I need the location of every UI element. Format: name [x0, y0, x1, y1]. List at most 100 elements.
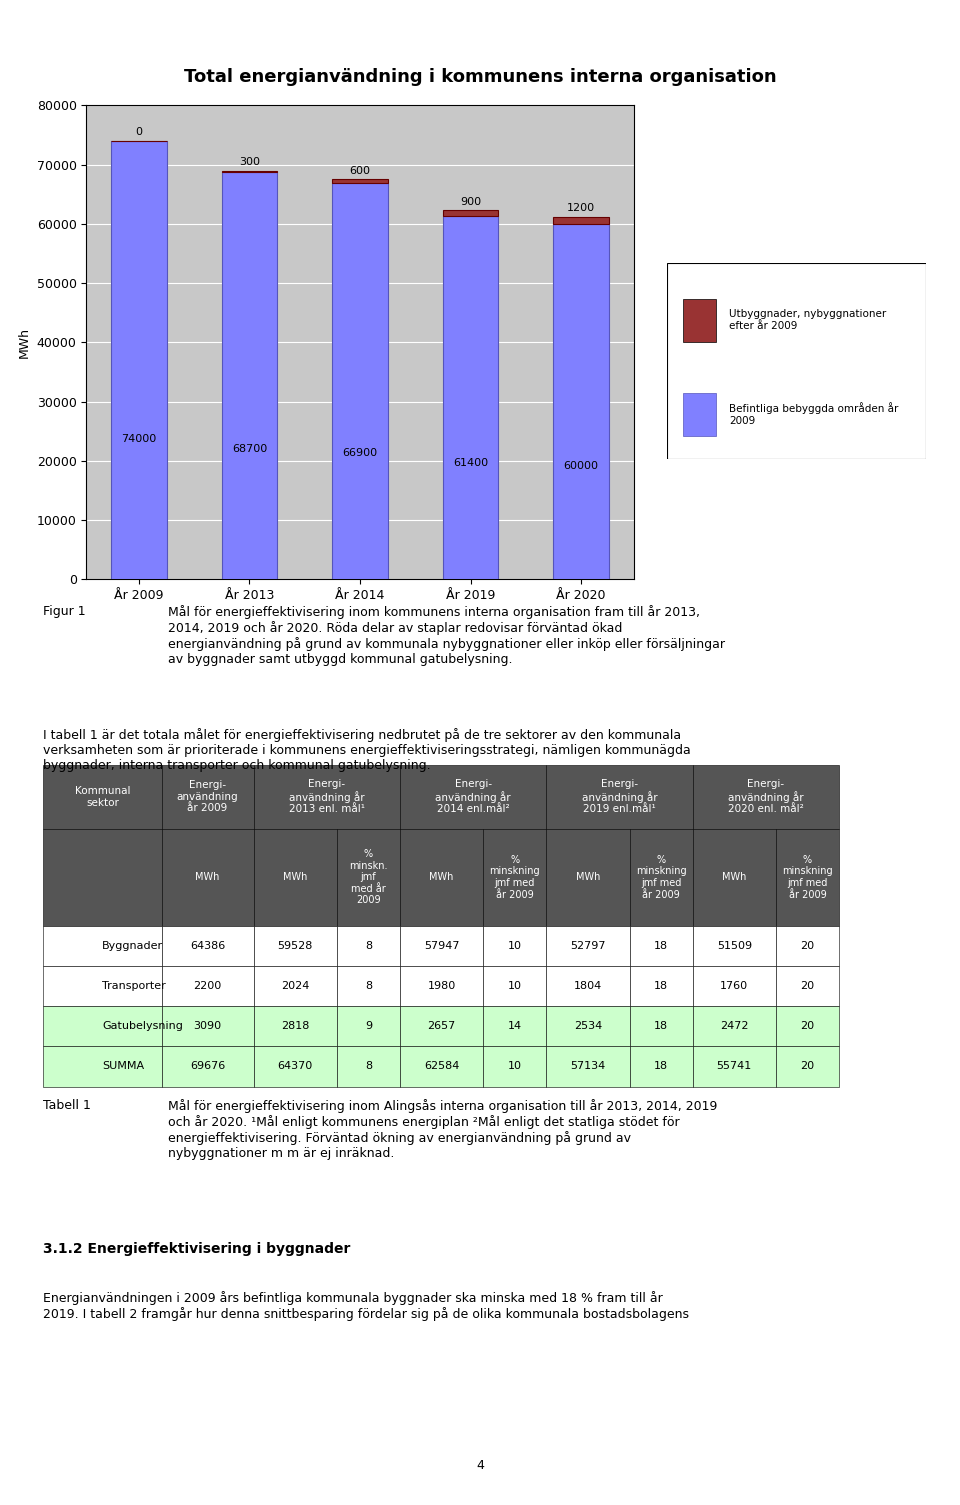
- FancyBboxPatch shape: [483, 1005, 546, 1046]
- Text: 59528: 59528: [277, 941, 313, 951]
- Text: Tabell 1: Tabell 1: [43, 1099, 91, 1112]
- Text: 900: 900: [460, 197, 481, 206]
- FancyBboxPatch shape: [161, 829, 253, 926]
- Text: I tabell 1 är det totala målet för energieffektivisering nedbrutet på de tre sek: I tabell 1 är det totala målet för energ…: [43, 728, 691, 772]
- FancyBboxPatch shape: [693, 966, 776, 1005]
- Text: Energi-
användning år
2019 enl.mål¹: Energi- användning år 2019 enl.mål¹: [582, 780, 658, 814]
- FancyBboxPatch shape: [161, 966, 253, 1005]
- Text: 18: 18: [654, 941, 668, 951]
- Text: 57134: 57134: [570, 1061, 606, 1072]
- FancyBboxPatch shape: [546, 765, 693, 829]
- Text: 300: 300: [239, 157, 260, 167]
- FancyBboxPatch shape: [161, 926, 253, 966]
- Text: 8: 8: [365, 981, 372, 990]
- FancyBboxPatch shape: [337, 1005, 400, 1046]
- Text: 1200: 1200: [567, 203, 595, 214]
- Text: Utbyggnader, nybyggnationer
efter år 2009: Utbyggnader, nybyggnationer efter år 200…: [730, 310, 887, 331]
- Bar: [683, 298, 716, 342]
- Text: MWh: MWh: [429, 873, 454, 882]
- Text: 74000: 74000: [121, 433, 156, 444]
- FancyBboxPatch shape: [693, 829, 776, 926]
- FancyBboxPatch shape: [43, 1046, 161, 1087]
- Text: %
minskning
jmf med
år 2009: % minskning jmf med år 2009: [782, 855, 833, 900]
- FancyBboxPatch shape: [253, 1046, 337, 1087]
- FancyBboxPatch shape: [253, 829, 337, 926]
- FancyBboxPatch shape: [693, 1005, 776, 1046]
- Text: 20: 20: [801, 941, 814, 951]
- Text: 1760: 1760: [720, 981, 749, 990]
- Text: 0: 0: [135, 128, 142, 137]
- Text: 3.1.2 Energieffektivisering i byggnader: 3.1.2 Energieffektivisering i byggnader: [43, 1242, 350, 1255]
- FancyBboxPatch shape: [776, 926, 839, 966]
- Text: 57947: 57947: [423, 941, 459, 951]
- FancyBboxPatch shape: [400, 1005, 483, 1046]
- Text: 2024: 2024: [281, 981, 309, 990]
- Text: %
minskn.
jmf
med år
2009: % minskn. jmf med år 2009: [349, 849, 388, 906]
- Text: Gatubelysning: Gatubelysning: [103, 1022, 183, 1031]
- Text: 18: 18: [654, 1061, 668, 1072]
- Text: 8: 8: [365, 941, 372, 951]
- FancyBboxPatch shape: [546, 966, 630, 1005]
- FancyBboxPatch shape: [693, 926, 776, 966]
- Text: Mål för energieffektivisering inom kommunens interna organisation fram till år 2: Mål för energieffektivisering inom kommu…: [168, 605, 725, 667]
- Bar: [332, 184, 388, 579]
- Text: %
minskning
jmf med
år 2009: % minskning jmf med år 2009: [490, 855, 540, 900]
- FancyBboxPatch shape: [161, 765, 253, 829]
- Text: 3090: 3090: [194, 1022, 222, 1031]
- Text: 55741: 55741: [717, 1061, 752, 1072]
- Bar: [332, 179, 388, 184]
- Bar: [222, 172, 277, 579]
- Text: MWh: MWh: [722, 873, 747, 882]
- Text: 20: 20: [801, 1022, 814, 1031]
- Text: 600: 600: [349, 166, 371, 176]
- FancyBboxPatch shape: [400, 966, 483, 1005]
- Text: 8: 8: [365, 1061, 372, 1072]
- FancyBboxPatch shape: [400, 1046, 483, 1087]
- Text: %
minskning
jmf med
år 2009: % minskning jmf med år 2009: [636, 855, 686, 900]
- Text: MWh: MWh: [195, 873, 220, 882]
- FancyBboxPatch shape: [546, 829, 630, 926]
- Text: MWh: MWh: [283, 873, 307, 882]
- FancyBboxPatch shape: [253, 1005, 337, 1046]
- Text: 10: 10: [508, 941, 521, 951]
- Text: Total energianvändning i kommunens interna organisation: Total energianvändning i kommunens inter…: [183, 68, 777, 86]
- Text: 64370: 64370: [277, 1061, 313, 1072]
- FancyBboxPatch shape: [776, 829, 839, 926]
- Bar: [111, 141, 166, 579]
- FancyBboxPatch shape: [337, 966, 400, 1005]
- Text: 1980: 1980: [427, 981, 456, 990]
- FancyBboxPatch shape: [43, 1005, 161, 1046]
- FancyBboxPatch shape: [43, 765, 161, 829]
- FancyBboxPatch shape: [161, 1005, 253, 1046]
- FancyBboxPatch shape: [253, 765, 400, 829]
- Text: 20: 20: [801, 981, 814, 990]
- FancyBboxPatch shape: [43, 829, 161, 926]
- Text: Byggnader: Byggnader: [103, 941, 163, 951]
- Text: 68700: 68700: [231, 444, 267, 455]
- FancyBboxPatch shape: [400, 926, 483, 966]
- FancyBboxPatch shape: [630, 926, 693, 966]
- Text: Mål för energieffektivisering inom Alingsås interna organisation till år 2013, 2: Mål för energieffektivisering inom Aling…: [168, 1099, 717, 1160]
- Text: SUMMA: SUMMA: [103, 1061, 145, 1072]
- FancyBboxPatch shape: [546, 1046, 630, 1087]
- Text: 2657: 2657: [427, 1022, 456, 1031]
- Text: Transporter: Transporter: [103, 981, 166, 990]
- FancyBboxPatch shape: [776, 1046, 839, 1087]
- Text: 2534: 2534: [574, 1022, 602, 1031]
- Text: Energi-
användning år
2020 enl. mål²: Energi- användning år 2020 enl. mål²: [728, 780, 804, 814]
- Text: 20: 20: [801, 1061, 814, 1072]
- Text: 62584: 62584: [424, 1061, 459, 1072]
- Text: 9: 9: [365, 1022, 372, 1031]
- Text: 2200: 2200: [193, 981, 222, 990]
- FancyBboxPatch shape: [337, 926, 400, 966]
- FancyBboxPatch shape: [161, 1046, 253, 1087]
- FancyBboxPatch shape: [400, 765, 546, 829]
- Bar: [443, 215, 498, 579]
- Text: 69676: 69676: [190, 1061, 226, 1072]
- Text: 18: 18: [654, 1022, 668, 1031]
- Text: Kommunal
sektor: Kommunal sektor: [75, 786, 131, 808]
- FancyBboxPatch shape: [693, 765, 839, 829]
- FancyBboxPatch shape: [483, 829, 546, 926]
- Text: Energi-
användning år
2014 enl.mål²: Energi- användning år 2014 enl.mål²: [435, 780, 511, 814]
- FancyBboxPatch shape: [546, 926, 630, 966]
